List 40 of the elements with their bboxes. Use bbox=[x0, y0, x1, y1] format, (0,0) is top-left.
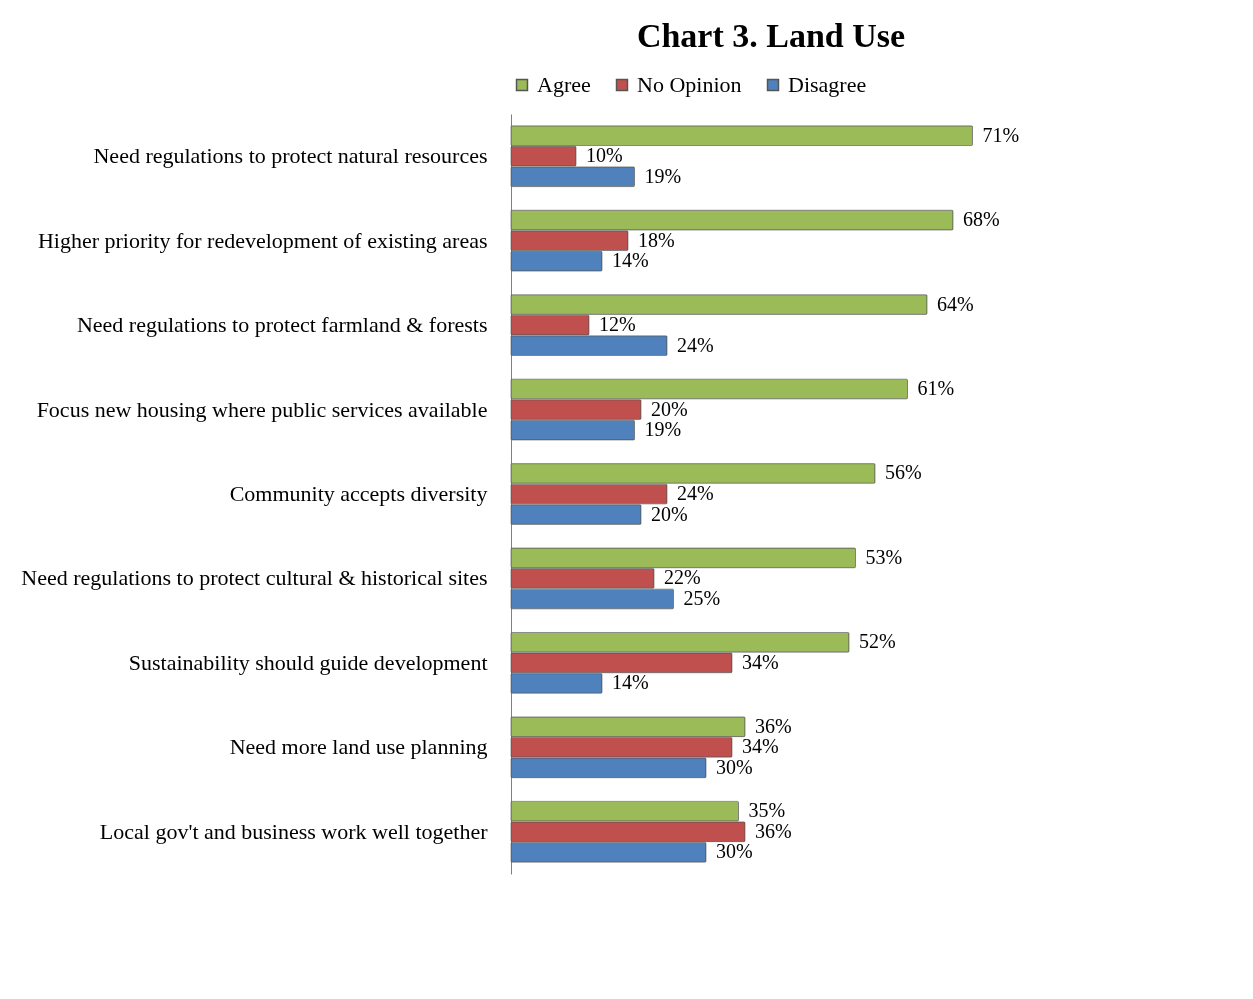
data-label: 34% bbox=[742, 650, 779, 673]
data-label: 36% bbox=[755, 819, 792, 842]
y-tick-label: Need regulations to protect natural resources bbox=[93, 143, 488, 169]
data-label: 25% bbox=[683, 586, 721, 609]
y-tick-label: Higher priority for redevelopment of existing areas bbox=[37, 227, 488, 253]
data-label: 24% bbox=[677, 333, 714, 356]
y-tick-label: Need regulations to protect farmland & forests bbox=[76, 312, 488, 338]
data-label: 61% bbox=[917, 377, 955, 400]
data-label: 14% bbox=[612, 671, 649, 694]
data-label: 30% bbox=[716, 840, 753, 863]
data-label: 71% bbox=[982, 123, 1020, 146]
data-label: 19% bbox=[644, 164, 682, 187]
data-label: 35% bbox=[748, 799, 786, 822]
data-label: 10% bbox=[586, 144, 623, 167]
data-label: 53% bbox=[865, 545, 903, 568]
legend-label: No Opinion bbox=[637, 72, 742, 97]
data-label: 20% bbox=[651, 397, 688, 420]
legend-label: Agree bbox=[537, 72, 591, 97]
data-label: 18% bbox=[638, 228, 675, 251]
data-label: 64% bbox=[937, 292, 974, 315]
data-label: 14% bbox=[612, 249, 649, 272]
data-label: 52% bbox=[859, 630, 896, 653]
data-label: 68% bbox=[963, 208, 1000, 231]
data-label: 30% bbox=[716, 755, 753, 778]
y-tick-label: Focus new housing where public services available bbox=[36, 396, 488, 422]
legend-label: Disagree bbox=[788, 72, 867, 97]
y-tick-label: Need regulations to protect cultural & historical sites bbox=[21, 565, 488, 591]
data-label: 12% bbox=[599, 313, 636, 336]
data-label: 34% bbox=[742, 735, 779, 758]
data-label: 19% bbox=[644, 418, 682, 441]
y-tick-label: Sustainability should guide development bbox=[128, 649, 488, 675]
y-tick-label: Need more land use planning bbox=[229, 734, 488, 760]
data-label: 36% bbox=[755, 714, 792, 737]
data-label: 20% bbox=[651, 502, 688, 525]
data-label: 56% bbox=[885, 461, 922, 484]
y-tick-label: Local gov't and business work well together bbox=[99, 818, 489, 844]
chart-title: Chart 3. Land Use bbox=[636, 17, 906, 54]
y-tick-label: Community accepts diversity bbox=[229, 481, 488, 506]
data-label: 24% bbox=[677, 482, 714, 504]
data-label: 22% bbox=[664, 566, 701, 589]
